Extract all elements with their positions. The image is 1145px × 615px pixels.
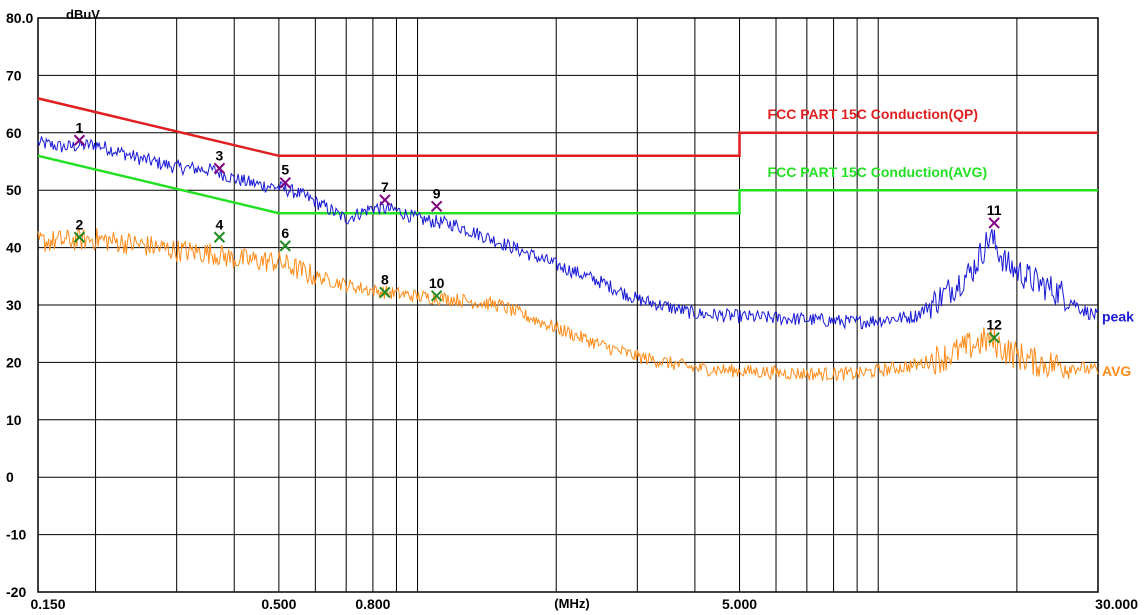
marker-label: 2 xyxy=(76,216,84,232)
y-tick-label: 40 xyxy=(6,240,22,256)
marker-label: 8 xyxy=(381,271,389,287)
marker-label: 12 xyxy=(986,317,1002,333)
limit-label: FCC PART 15C Conduction(AVG) xyxy=(768,164,988,180)
marker-x xyxy=(988,217,1000,229)
marker-x xyxy=(73,134,86,146)
x-tick-label: 5.000 xyxy=(722,596,757,612)
legend-avg: AVG xyxy=(1102,363,1131,379)
marker-label: 4 xyxy=(216,216,224,232)
limit-label: FCC PART 15C Conduction(QP) xyxy=(768,106,979,122)
series-line-peak xyxy=(37,136,1099,330)
plot-frame xyxy=(37,17,1099,593)
y-tick-label: 70 xyxy=(6,67,22,83)
grid xyxy=(37,17,1099,593)
limit-lines: FCC PART 15C Conduction(QP) FCC PART 15C … xyxy=(37,97,1098,215)
marker-x xyxy=(988,332,1000,344)
x-tick-label: 30.000 xyxy=(1095,596,1138,612)
marker-x xyxy=(213,162,226,175)
marker-label: 11 xyxy=(987,202,1002,218)
x-tick-label: 0.800 xyxy=(355,596,390,612)
limit-line xyxy=(37,154,1098,215)
marker-label: 9 xyxy=(433,185,441,201)
y-tick-label: 30 xyxy=(6,297,22,313)
y-tick-label: 50 xyxy=(6,182,22,198)
x-tick-label: 0.150 xyxy=(30,596,65,612)
marker-x xyxy=(279,240,291,252)
marker-label: 3 xyxy=(216,147,224,163)
series-line-avg xyxy=(37,228,1099,382)
marker-x xyxy=(430,290,443,302)
marker-x xyxy=(379,194,391,206)
y-unit-label: dBuV xyxy=(66,7,100,22)
axis-ticks: 80.0 70 60 50 40 30 20 10 0 -10 -200.150 0.500 0.800… xyxy=(6,10,1138,612)
y-tick-label: -20 xyxy=(6,584,26,600)
marker-x xyxy=(430,200,443,212)
x-unit-label: (MHz) xyxy=(554,596,589,611)
x-tick-label: 0.500 xyxy=(261,596,296,612)
y-tick-label: 80.0 xyxy=(6,10,33,26)
marker-label: 6 xyxy=(281,225,289,241)
marker-x xyxy=(73,231,86,243)
legend-peak: peak xyxy=(1102,308,1134,324)
series-lines: peak AVG xyxy=(37,136,1134,382)
y-tick-label: 20 xyxy=(6,354,22,370)
marker-x xyxy=(379,286,391,299)
y-tick-label: 10 xyxy=(6,412,22,428)
y-tick-label: 0 xyxy=(6,469,14,485)
y-tick-label: 60 xyxy=(6,125,22,141)
limit-line xyxy=(37,97,1098,158)
marker-x xyxy=(213,231,226,243)
marker-x xyxy=(279,177,291,189)
marker-label: 7 xyxy=(381,179,389,195)
marker-label: 10 xyxy=(429,275,445,291)
marker-label: 5 xyxy=(281,162,289,178)
marker-label: 1 xyxy=(76,119,84,135)
y-tick-label: -10 xyxy=(6,527,26,543)
